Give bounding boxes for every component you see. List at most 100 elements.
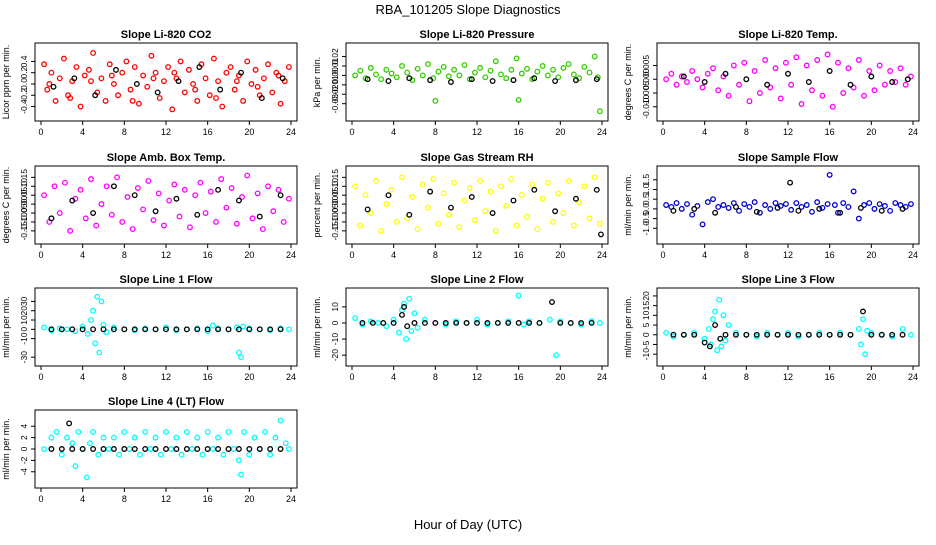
data-point — [550, 218, 556, 225]
data-point — [847, 331, 854, 338]
data-point — [871, 87, 878, 94]
data-point — [399, 174, 405, 181]
data-point — [798, 101, 805, 107]
data-point — [44, 86, 51, 93]
x-tick-label: 16 — [514, 127, 524, 137]
data-point — [183, 428, 190, 435]
data-point — [751, 68, 758, 74]
data-point — [364, 76, 371, 83]
data-point — [256, 213, 263, 220]
data-point — [269, 89, 276, 96]
y-tick-label: 0.15 — [330, 169, 340, 186]
data-point — [73, 64, 80, 71]
data-point — [712, 322, 719, 329]
data-point — [725, 204, 732, 211]
y-tick-label: 0.5 — [641, 193, 651, 205]
data-point — [855, 325, 862, 332]
data-point — [741, 201, 748, 207]
data-point — [474, 320, 480, 326]
data-point — [262, 428, 268, 435]
data-point — [98, 201, 105, 208]
data-point — [404, 323, 411, 330]
data-point — [123, 58, 130, 65]
data-point — [69, 440, 76, 447]
data-point — [699, 84, 706, 91]
data-point — [48, 326, 55, 333]
x-tick-label: 12 — [783, 127, 793, 137]
data-point — [84, 331, 91, 337]
data-point — [840, 90, 847, 96]
data-point — [892, 200, 899, 207]
data-point — [223, 204, 230, 211]
data-point — [878, 207, 885, 214]
x-tick-label: 4 — [702, 372, 707, 382]
data-point — [573, 77, 579, 84]
data-point — [150, 217, 157, 224]
data-point — [788, 81, 795, 88]
data-point — [432, 320, 439, 326]
data-point — [248, 81, 255, 87]
data-point — [79, 446, 86, 452]
data-point — [451, 179, 458, 186]
data-point — [87, 440, 93, 447]
data-point — [907, 331, 914, 338]
data-point — [411, 310, 418, 317]
data-point — [596, 220, 603, 227]
data-point — [463, 320, 470, 326]
data-point — [215, 434, 222, 441]
data-point — [524, 213, 530, 220]
x-tick-label: 4 — [80, 250, 85, 260]
x-tick-label: 8 — [744, 127, 749, 137]
data-point — [388, 70, 395, 77]
data-point — [69, 446, 76, 452]
data-point — [529, 181, 536, 188]
x-tick-label: 0 — [38, 250, 43, 260]
data-point — [399, 63, 405, 69]
data-point — [380, 320, 387, 326]
data-point — [254, 190, 261, 197]
data-point — [406, 75, 413, 82]
data-point — [477, 64, 484, 71]
data-point — [249, 215, 256, 222]
x-tick-label: 8 — [744, 250, 749, 260]
x-tick-label: 16 — [203, 372, 213, 382]
data-point — [399, 311, 405, 318]
data-point — [246, 326, 253, 333]
data-point — [204, 328, 211, 335]
data-point — [227, 64, 234, 71]
data-point — [131, 64, 138, 71]
data-point — [71, 75, 78, 82]
data-point — [88, 176, 94, 183]
data-point — [722, 337, 729, 344]
data-point — [140, 206, 147, 213]
data-point — [114, 174, 120, 181]
data-point — [887, 68, 894, 74]
data-point — [359, 320, 366, 326]
data-point — [204, 446, 211, 452]
data-point — [173, 446, 180, 452]
data-point — [466, 76, 473, 83]
data-point — [94, 293, 101, 300]
data-point — [835, 59, 841, 66]
data-point — [805, 79, 812, 85]
data-point — [670, 333, 677, 340]
data-point — [868, 329, 875, 336]
data-point — [845, 65, 852, 72]
y-tick-label: 0.4 — [19, 55, 29, 67]
chart-panel: Slope Line 2 Flow ml/min per min. 0 4 8 12 16 2… — [312, 274, 609, 382]
data-point — [722, 331, 729, 338]
y-tick-label: -0.10 — [330, 212, 340, 232]
data-point — [375, 320, 381, 326]
data-point — [58, 451, 65, 458]
y-tick-label: -10 — [330, 333, 340, 346]
data-point — [868, 331, 875, 338]
x-tick-label: 24 — [597, 372, 607, 382]
data-point — [753, 208, 760, 215]
data-point — [785, 329, 791, 336]
x-tick-label: 12 — [783, 250, 793, 260]
x-tick-label: 12 — [472, 127, 482, 137]
data-point — [277, 192, 284, 199]
data-point — [718, 343, 725, 350]
data-point — [857, 204, 864, 211]
